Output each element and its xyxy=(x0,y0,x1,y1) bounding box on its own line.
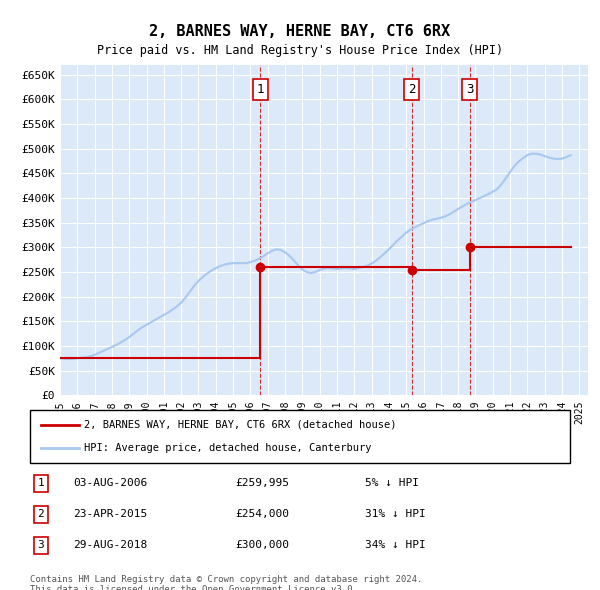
Text: 3: 3 xyxy=(37,540,44,550)
Text: £254,000: £254,000 xyxy=(235,509,289,519)
Text: HPI: Average price, detached house, Canterbury: HPI: Average price, detached house, Cant… xyxy=(84,443,371,453)
Text: 3: 3 xyxy=(466,83,473,96)
Text: 31% ↓ HPI: 31% ↓ HPI xyxy=(365,509,425,519)
Text: 1: 1 xyxy=(257,83,264,96)
FancyBboxPatch shape xyxy=(30,410,570,463)
Text: £259,995: £259,995 xyxy=(235,478,289,489)
Text: 2, BARNES WAY, HERNE BAY, CT6 6RX: 2, BARNES WAY, HERNE BAY, CT6 6RX xyxy=(149,24,451,38)
Text: Price paid vs. HM Land Registry's House Price Index (HPI): Price paid vs. HM Land Registry's House … xyxy=(97,44,503,57)
Text: £300,000: £300,000 xyxy=(235,540,289,550)
Text: 03-AUG-2006: 03-AUG-2006 xyxy=(73,478,148,489)
Text: 2, BARNES WAY, HERNE BAY, CT6 6RX (detached house): 2, BARNES WAY, HERNE BAY, CT6 6RX (detac… xyxy=(84,420,397,430)
Text: This data is licensed under the Open Government Licence v3.0.: This data is licensed under the Open Gov… xyxy=(30,585,358,590)
Text: 2: 2 xyxy=(408,83,415,96)
Text: 29-AUG-2018: 29-AUG-2018 xyxy=(73,540,148,550)
Text: Contains HM Land Registry data © Crown copyright and database right 2024.: Contains HM Land Registry data © Crown c… xyxy=(30,575,422,584)
Text: 1: 1 xyxy=(37,478,44,489)
Text: 5% ↓ HPI: 5% ↓ HPI xyxy=(365,478,419,489)
Text: 2: 2 xyxy=(37,509,44,519)
Text: 34% ↓ HPI: 34% ↓ HPI xyxy=(365,540,425,550)
Text: 23-APR-2015: 23-APR-2015 xyxy=(73,509,148,519)
